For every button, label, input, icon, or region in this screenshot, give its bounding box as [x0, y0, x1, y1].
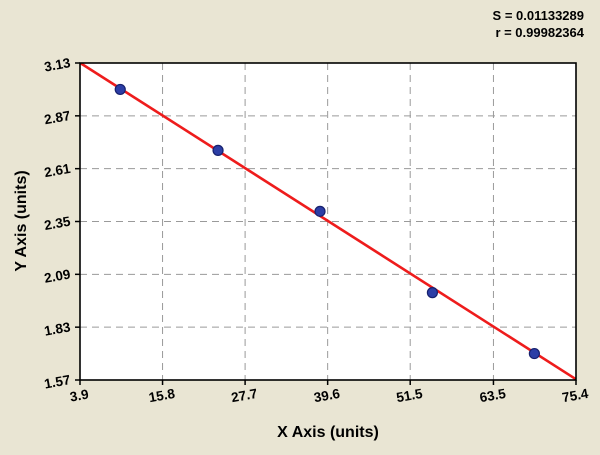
x-tick-label: 75.4	[561, 386, 590, 405]
x-tick-label: 3.9	[69, 387, 90, 405]
y-tick-label: 2.35	[43, 214, 72, 233]
y-tick-label: 3.13	[43, 55, 72, 74]
x-tick-label: 63.5	[478, 386, 507, 405]
y-tick-label: 2.09	[43, 267, 71, 286]
x-tick-label: 39.6	[313, 386, 342, 405]
regression-line	[80, 63, 576, 380]
data-point	[426, 287, 439, 299]
x-tick-label: 51.5	[395, 386, 424, 405]
fit-statistics: S = 0.01133289 r = 0.99982364	[493, 7, 584, 41]
data-point	[314, 205, 326, 217]
y-tick-label: 1.57	[43, 372, 71, 391]
s-value: S = 0.01133289	[492, 8, 584, 23]
x-axis-title: X Axis (units)	[277, 424, 379, 441]
y-tick-label: 1.83	[43, 319, 72, 338]
y-tick-label: 2.87	[43, 108, 71, 127]
r-value: r = 0.99982364	[495, 25, 584, 40]
y-axis-title: Y Axis (units)	[13, 170, 30, 272]
data-point	[212, 144, 224, 156]
x-tick-label: 15.8	[148, 386, 177, 405]
data-point	[528, 347, 540, 360]
x-tick-label: 27.7	[230, 386, 258, 405]
data-point	[114, 83, 126, 96]
y-tick-label: 2.61	[43, 161, 72, 180]
